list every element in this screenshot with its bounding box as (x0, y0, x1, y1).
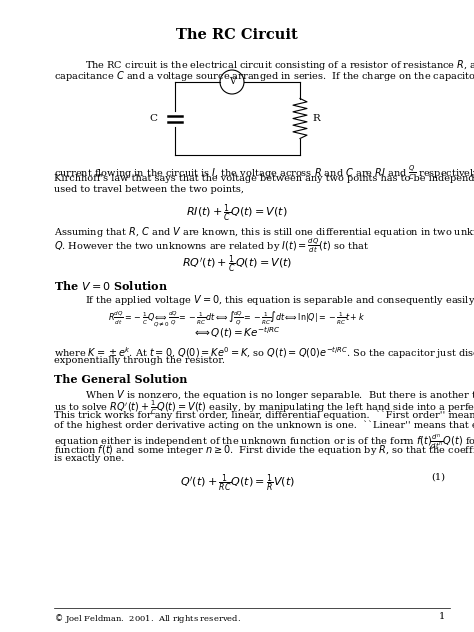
Text: of the highest order derivative acting on the unknown is one.  ``Linear'' means : of the highest order derivative acting o… (54, 421, 474, 430)
Text: (1): (1) (431, 473, 445, 482)
Text: The RC Circuit: The RC Circuit (176, 28, 298, 42)
Text: Kirchhoff's law that says that the voltage between any two points has to be inde: Kirchhoff's law that says that the volta… (54, 174, 474, 183)
Text: The RC circuit is the electrical circuit consisting of a resistor of resistance : The RC circuit is the electrical circuit… (85, 58, 474, 72)
Text: Assuming that $R$, $C$ and $V$ are known, this is still one differential equatio: Assuming that $R$, $C$ and $V$ are known… (54, 225, 474, 239)
Text: used to travel between the two points,: used to travel between the two points, (54, 185, 244, 194)
Text: 1: 1 (439, 612, 445, 621)
Text: $RQ'(t) + \frac{1}{C}Q(t) = V(t)$: $RQ'(t) + \frac{1}{C}Q(t) = V(t)$ (182, 254, 292, 276)
Text: exponentially through the resistor.: exponentially through the resistor. (54, 356, 225, 365)
Text: The $V = 0$ Solution: The $V = 0$ Solution (54, 279, 168, 292)
Text: The General Solution: The General Solution (54, 374, 187, 385)
Text: This trick works for any first order, linear, differential equation.  ``First or: This trick works for any first order, li… (54, 410, 474, 420)
Text: us to solve $RQ'(t) + \frac{1}{C}Q(t) = V(t)$ easily, by manipulating the left h: us to solve $RQ'(t) + \frac{1}{C}Q(t) = … (54, 399, 474, 417)
Text: current flowing in the circuit is $I$, the voltage across $R$ and $C$ are $RI$ a: current flowing in the circuit is $I$, t… (54, 163, 474, 182)
Text: equation either is independent of the unknown function or is of the form $f(t)\f: equation either is independent of the un… (54, 432, 474, 451)
Text: is exactly one.: is exactly one. (54, 454, 124, 463)
Text: $\Longleftrightarrow Q(t) = Ke^{-t/RC}$: $\Longleftrightarrow Q(t) = Ke^{-t/RC}$ (192, 325, 282, 340)
Text: where $K = \pm e^k$. At $t = 0$, $Q(0) = Ke^0 = K$, so $Q(t) = Q(0)e^{-t/RC}$. S: where $K = \pm e^k$. At $t = 0$, $Q(0) =… (54, 345, 474, 361)
Text: $R\frac{dQ}{dt} = -\frac{1}{C}Q \underset{Q\neq 0}{\Longleftrightarrow} \frac{dQ: $R\frac{dQ}{dt} = -\frac{1}{C}Q \underse… (109, 309, 365, 329)
Text: R: R (312, 114, 320, 123)
Text: $Q$. However the two unknowns are related by $I(t) = \frac{dQ}{dt}(t)$ so that: $Q$. However the two unknowns are relate… (54, 236, 369, 255)
Text: $\copyright$ Joel Feldman.  2001.  All rights reserved.: $\copyright$ Joel Feldman. 2001. All rig… (54, 612, 241, 625)
Text: function $f(t)$ and some integer $n \geq 0$.  First divide the equation by $R$, : function $f(t)$ and some integer $n \geq… (54, 443, 474, 457)
Text: If the applied voltage $V = 0$, this equation is separable and consequently easi: If the applied voltage $V = 0$, this equ… (85, 293, 474, 307)
Text: $RI(t) + \frac{1}{C}Q(t) = V(t)$: $RI(t) + \frac{1}{C}Q(t) = V(t)$ (186, 203, 288, 224)
Text: When $V$ is nonzero, the equation is no longer separable.  But there is another : When $V$ is nonzero, the equation is no … (85, 388, 474, 402)
Text: V: V (229, 78, 235, 87)
Text: $Q'(t) + \frac{1}{RC}Q(t) = \frac{1}{R}V(t)$: $Q'(t) + \frac{1}{RC}Q(t) = \frac{1}{R}V… (180, 473, 294, 494)
Text: C: C (149, 114, 157, 123)
Text: capacitance $C$ and a voltage source arranged in series.  If the charge on the c: capacitance $C$ and a voltage source arr… (54, 69, 474, 83)
